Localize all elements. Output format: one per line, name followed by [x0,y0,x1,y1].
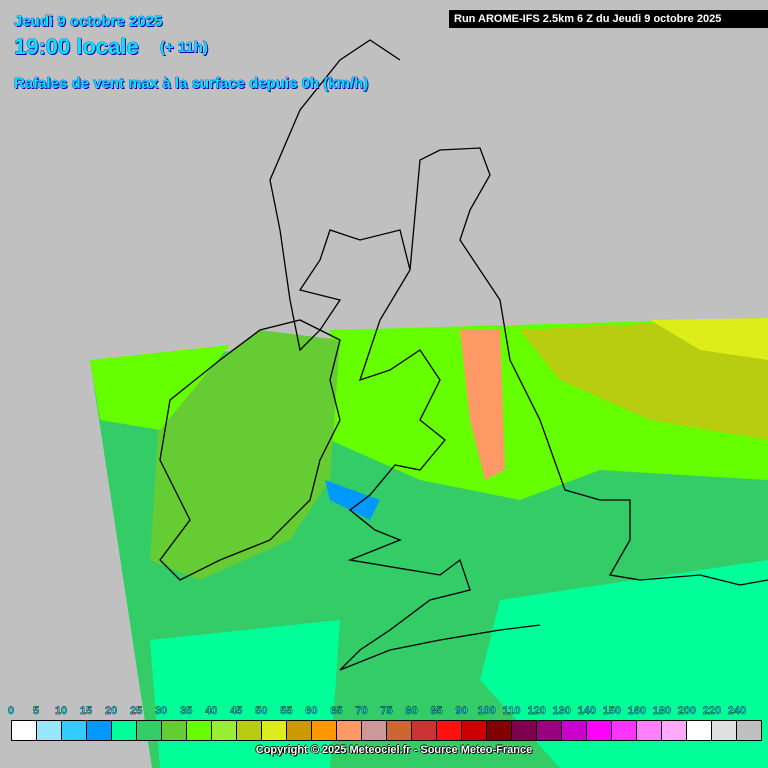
legend-swatch [262,721,287,740]
legend-label: 180 [652,705,672,717]
color-scale-legend [11,720,762,741]
legend-swatch [12,721,37,740]
forecast-time: 19:00 locale [14,34,139,60]
legend-swatch [187,721,212,740]
legend-swatch [87,721,112,740]
coastline [159,39,768,671]
legend-label: 55 [280,705,293,717]
legend-label: 130 [552,705,571,717]
legend-label: 200 [677,705,697,717]
legend-label: 5 [32,705,40,717]
legend-swatch [137,721,162,740]
legend-swatch [62,721,87,740]
legend-label: 35 [180,705,193,717]
legend-swatch [462,721,487,740]
legend-label: 160 [627,705,646,717]
legend-label: 150 [602,705,621,717]
legend-swatch [287,721,312,740]
legend-swatch [737,721,761,740]
legend-swatch [712,721,737,740]
legend-swatch [362,721,387,740]
legend-label: 240 [727,705,747,717]
legend-label: 10 [54,705,68,717]
legend-swatch [237,721,262,740]
legend-label: 50 [255,705,268,717]
legend-label: 65 [330,705,343,717]
gust-zone-yellow-ne [650,318,768,360]
legend-swatch [37,721,62,740]
legend-swatch [537,721,562,740]
legend-label: 140 [577,705,596,717]
legend-swatch [337,721,362,740]
gust-zone-cyan-south [480,560,768,768]
irish-sea-blue [325,480,380,520]
legend-swatch [662,721,687,740]
legend-swatch [412,721,437,740]
gust-zone-west-green [90,345,230,430]
legend-swatch [512,721,537,740]
legend-label: 120 [527,705,546,717]
copyright: Copyright © 2025 Meteociel.fr - Source M… [255,744,533,756]
legend-label: 25 [130,705,143,717]
legend-swatch [212,721,237,740]
legend-swatch [312,721,337,740]
legend-label: 80 [405,705,418,717]
legend-label: 30 [155,705,168,717]
legend-swatch [562,721,587,740]
legend-swatch [387,721,412,740]
model-run-label: Run AROME-IFS 2.5km 6 Z du Jeudi 9 octob… [449,10,768,28]
legend-label: 100 [477,705,496,717]
legend-label: 15 [79,705,93,717]
legend-swatch [637,721,662,740]
legend-swatch [162,721,187,740]
parameter-title: Rafales de vent max à la surface depuis … [14,75,369,93]
legend-label: 40 [205,705,218,717]
legend-swatch [112,721,137,740]
legend-label: 20 [105,705,118,717]
legend-labels: 0 5 10 15 20 25 30 35 40 45 50 55 60 65 70 75 80 85 90 100 1… [7,705,767,719]
legend-label: 70 [355,705,368,717]
legend-swatch [437,721,462,740]
legend-label: 220 [702,705,722,717]
forecast-offset: (+ 11h) [160,39,209,57]
legend-label: 90 [455,705,468,717]
legend-swatch [487,721,512,740]
legend-label: 45 [230,705,243,717]
legend-label: 0 [7,705,15,717]
legend-label: 75 [380,705,393,717]
forecast-date: Jeudi 9 octobre 2025 [14,13,163,31]
gust-zone-pennines [460,330,505,480]
legend-label: 110 [502,705,521,717]
legend-swatch [587,721,612,740]
legend-label: 85 [430,705,443,717]
legend-label: 60 [305,705,318,717]
legend-swatch [612,721,637,740]
legend-swatch [687,721,712,740]
